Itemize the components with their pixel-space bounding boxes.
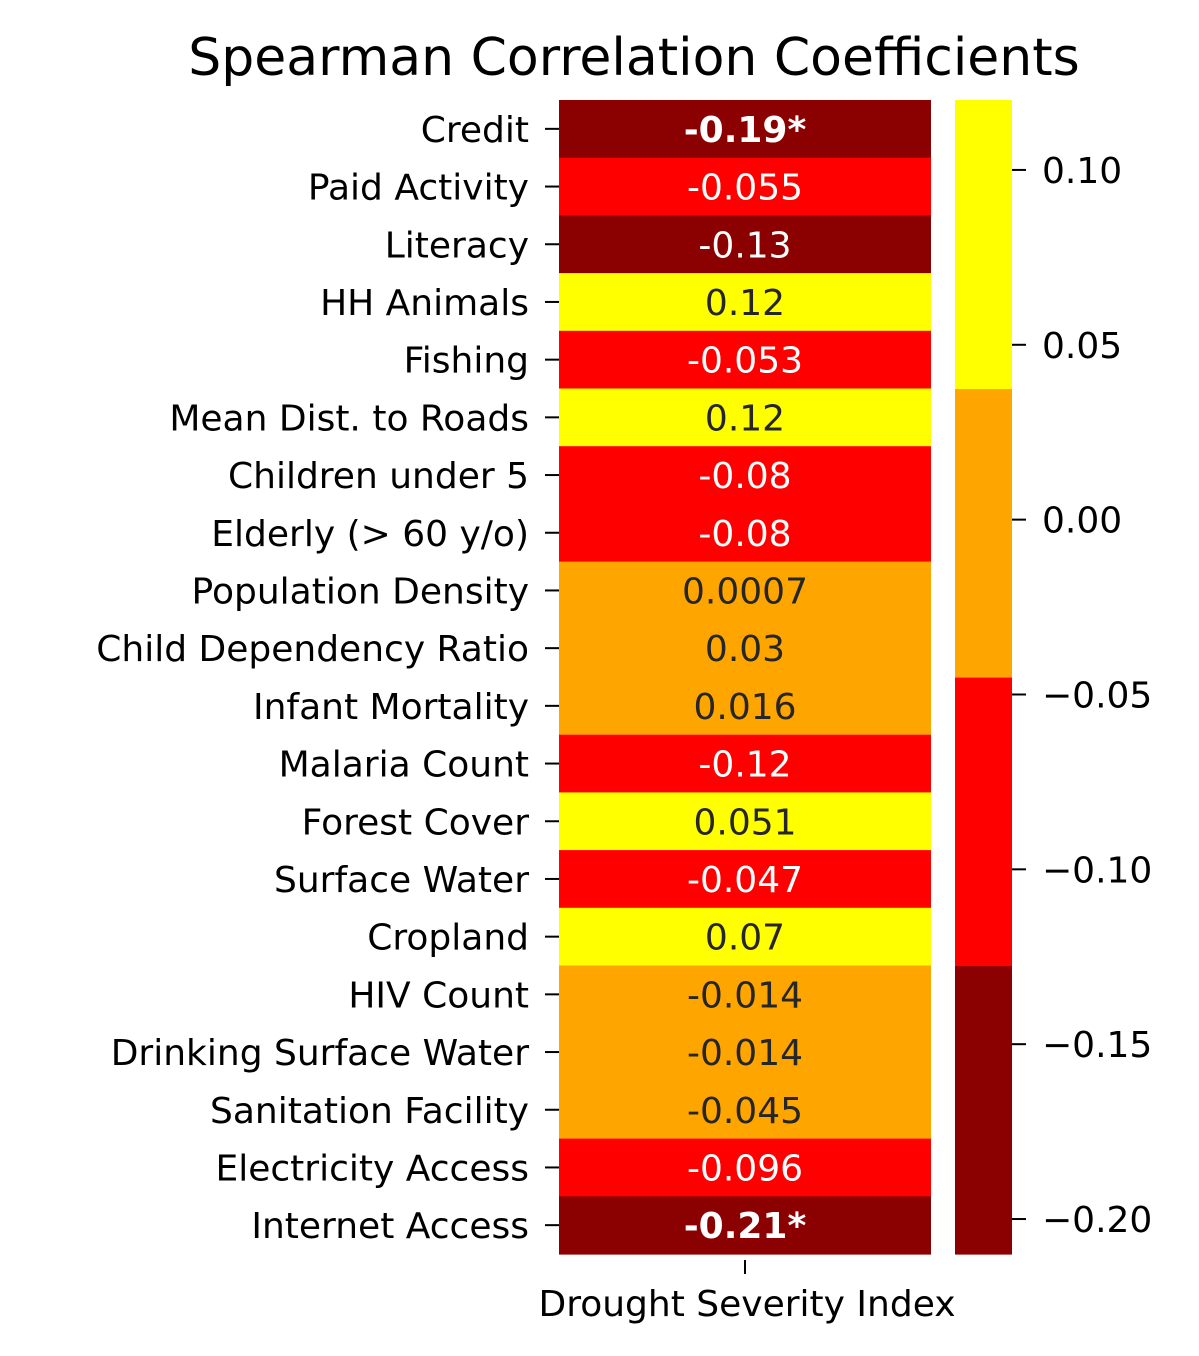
row-label: Fishing: [404, 341, 529, 382]
cell-value-label: -0.096: [687, 1148, 803, 1189]
column-label: Drought Severity Index: [538, 1284, 955, 1325]
colorbar-segment: [955, 965, 1012, 1255]
heatmap-cell: [559, 1138, 931, 1197]
heatmap-cell: [559, 850, 931, 909]
cell-value-label: 0.016: [693, 687, 796, 728]
cell-value-label: -0.047: [687, 860, 803, 901]
heatmap-cell: [559, 677, 931, 736]
cell-value-label: -0.08: [698, 514, 791, 555]
heatmap-cells: -0.19* -0.055 -0.13 0.12 -0.053 0.12 -0.08 -0.0…: [559, 100, 931, 1255]
row-label: Children under 5: [228, 456, 529, 497]
cell-value-label: -0.014: [687, 1033, 803, 1074]
heatmap-cell: [559, 446, 931, 505]
row-label: Sanitation Facility: [210, 1091, 529, 1132]
row-label: Electricity Access: [215, 1148, 529, 1189]
heatmap-cell: [559, 157, 931, 216]
heatmap-cell: [559, 100, 931, 159]
heatmap-cell: [559, 1080, 931, 1140]
heatmap-cell: [559, 1196, 931, 1255]
heatmap-cell: [559, 273, 931, 332]
cell-value-label: -0.014: [687, 975, 803, 1016]
cell-value-label: 0.051: [693, 802, 796, 843]
heatmap-cell: [559, 215, 931, 274]
cell-value-label: -0.053: [687, 341, 803, 382]
heatmap-cell: [559, 619, 931, 678]
heatmap-cell: [559, 388, 931, 447]
row-label: Population Density: [192, 571, 529, 612]
row-label: HH Animals: [320, 283, 529, 324]
cell-value-label: -0.08: [698, 456, 791, 497]
row-labels: Credit Paid Activity Literacy HH Animals Fis…: [96, 110, 559, 1247]
colorbar-tick-label: 0.00: [1042, 501, 1122, 542]
row-label: HIV Count: [348, 975, 529, 1016]
row-label: Credit: [421, 110, 529, 151]
cell-value-label: 0.12: [705, 398, 785, 439]
row-label: Literacy: [385, 225, 529, 266]
cell-value-label: 0.0007: [682, 571, 808, 612]
heatmap-cell: [559, 792, 931, 851]
row-label: Infant Mortality: [253, 687, 529, 728]
chart-title: Spearman Correlation Coefficients: [188, 28, 1079, 88]
heatmap-cell: [559, 561, 931, 620]
row-label: Child Dependency Ratio: [96, 629, 529, 670]
x-axis: Drought Severity Index: [538, 1260, 956, 1325]
colorbar-tick-label: −0.20: [1042, 1200, 1152, 1241]
row-label: Mean Dist. to Roads: [169, 398, 529, 439]
row-label: Internet Access: [251, 1206, 529, 1247]
row-label: Surface Water: [274, 860, 529, 901]
colorbar-segment: [955, 388, 1012, 678]
colorbar-tick-label: 0.05: [1042, 326, 1122, 367]
cell-value-label: 0.03: [705, 629, 785, 670]
cell-value-label: -0.055: [687, 168, 803, 209]
cell-value-label: -0.12: [698, 745, 791, 786]
cell-value-label: -0.045: [687, 1091, 803, 1132]
cell-value-label: -0.13: [698, 225, 791, 266]
colorbar-tick-label: 0.10: [1042, 151, 1122, 192]
row-label: Elderly (> 60 y/o): [211, 514, 529, 555]
colorbar-tick-label: −0.15: [1042, 1025, 1152, 1066]
cell-value-label: 0.12: [705, 283, 785, 324]
colorbar-segment: [955, 677, 1012, 967]
heatmap-cell: [559, 1023, 931, 1082]
colorbar-segment: [955, 100, 1012, 390]
cell-value-label: 0.07: [705, 918, 785, 959]
row-label: Forest Cover: [302, 802, 530, 843]
row-label: Cropland: [367, 918, 529, 959]
cell-value-label: -0.19*: [684, 110, 807, 151]
heatmap-cell: [559, 330, 931, 390]
cell-value-label: -0.21*: [684, 1206, 807, 1247]
heatmap-cell: [559, 503, 931, 563]
row-label: Malaria Count: [279, 745, 529, 786]
row-label: Drinking Surface Water: [111, 1033, 530, 1074]
colorbar-tick-label: −0.05: [1042, 675, 1152, 716]
colorbar: 0.10 0.05 0.00 −0.05 −0.10 −0.15 −0.20: [955, 100, 1152, 1255]
heatmap-cell: [559, 907, 931, 967]
heatmap-cell: [559, 734, 931, 793]
row-label: Paid Activity: [308, 168, 529, 209]
colorbar-tick-label: −0.10: [1042, 850, 1152, 891]
heatmap-cell: [559, 965, 931, 1024]
